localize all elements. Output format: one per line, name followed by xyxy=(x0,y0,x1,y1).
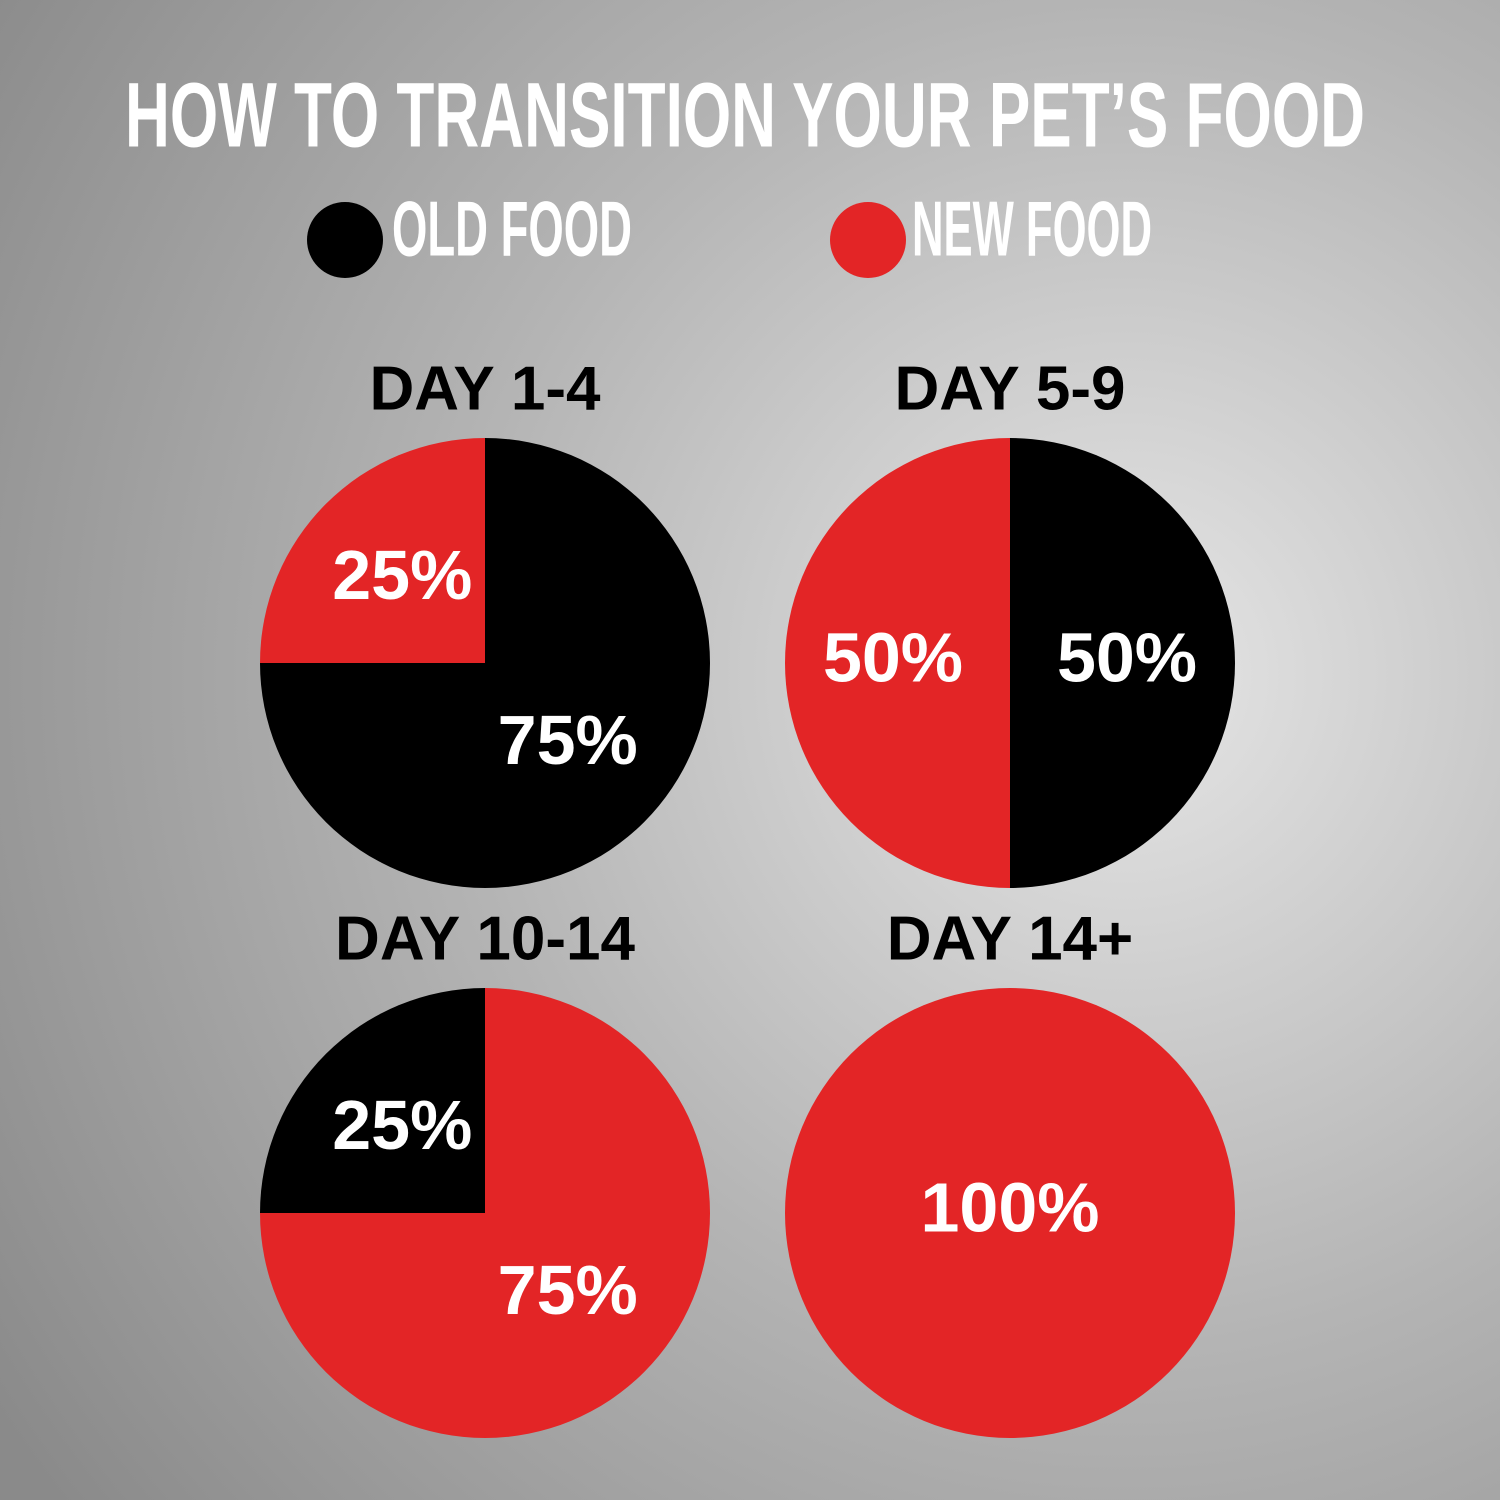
title: HOW TO TRANSITION YOUR PET’S FOOD xyxy=(125,64,1365,166)
pie-title: DAY 10-14 xyxy=(335,904,635,973)
pie-slice xyxy=(1010,438,1235,888)
pie-title: DAY 1-4 xyxy=(370,354,601,423)
slice-label: 25% xyxy=(332,1086,472,1164)
pie-slice xyxy=(260,988,485,1213)
pie-title: DAY 5-9 xyxy=(895,354,1126,423)
pie-slice xyxy=(785,988,1235,1438)
legend-swatch xyxy=(830,202,906,278)
pie-slice xyxy=(260,438,485,663)
slice-label: 75% xyxy=(498,1251,638,1329)
pie-title: DAY 14+ xyxy=(887,904,1134,973)
slice-label: 50% xyxy=(823,618,963,696)
legend-label: NEW FOOD xyxy=(912,185,1152,273)
legend-label: OLD FOOD xyxy=(392,185,632,273)
pie-slice xyxy=(260,988,710,1438)
pie-slice xyxy=(785,438,1010,888)
slice-label: 50% xyxy=(1057,618,1197,696)
slice-label: 100% xyxy=(920,1168,1099,1246)
slice-label: 25% xyxy=(332,536,472,614)
legend-swatch xyxy=(307,202,383,278)
slice-label: 75% xyxy=(498,701,638,779)
